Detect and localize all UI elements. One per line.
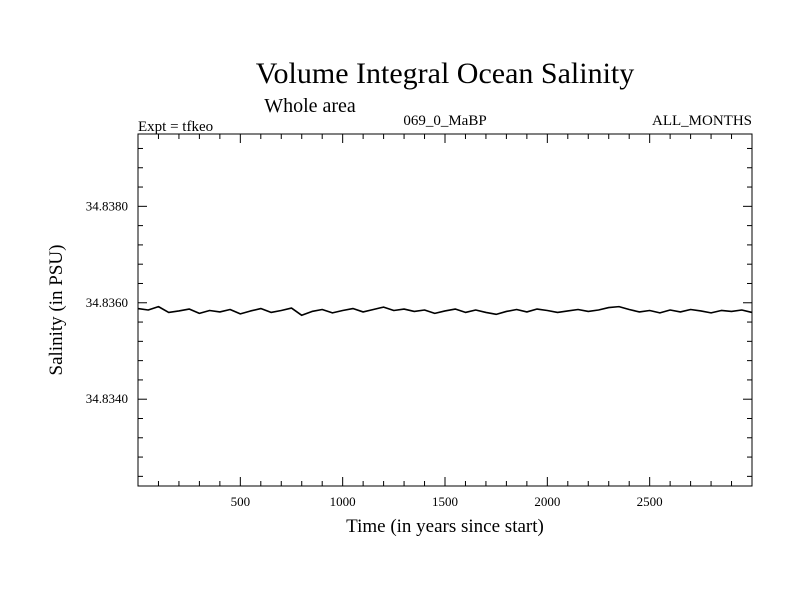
x-tick-label: 1500 bbox=[432, 494, 458, 509]
chart-subtitle: Whole area bbox=[264, 95, 356, 117]
y-axis-ticks: 34.8340 34.8360 34.8380 bbox=[86, 147, 752, 477]
y-tick-label: 34.8380 bbox=[86, 198, 128, 213]
chart-title: Volume Integral Ocean Salinity bbox=[256, 57, 635, 90]
header-right-label: ALL_MONTHS bbox=[652, 113, 752, 129]
x-axis-ticks: 500 1000 1500 2000 2500 bbox=[157, 134, 733, 509]
x-axis-title: Time (in years since start) bbox=[346, 516, 544, 537]
x-tick-label: 500 bbox=[231, 494, 251, 509]
header-center-label: 069_0_MaBP bbox=[403, 113, 486, 129]
salinity-series-line bbox=[137, 305, 753, 317]
y-tick-label: 34.8340 bbox=[86, 391, 128, 406]
header-left-label: Expt = tfkeo bbox=[138, 119, 213, 135]
x-tick-label: 2500 bbox=[637, 494, 663, 509]
y-axis-title: Salinity (in PSU) bbox=[46, 245, 67, 376]
x-tick-label: 2000 bbox=[534, 494, 560, 509]
y-tick-label: 34.8360 bbox=[86, 295, 128, 310]
x-tick-label: 1000 bbox=[330, 494, 356, 509]
